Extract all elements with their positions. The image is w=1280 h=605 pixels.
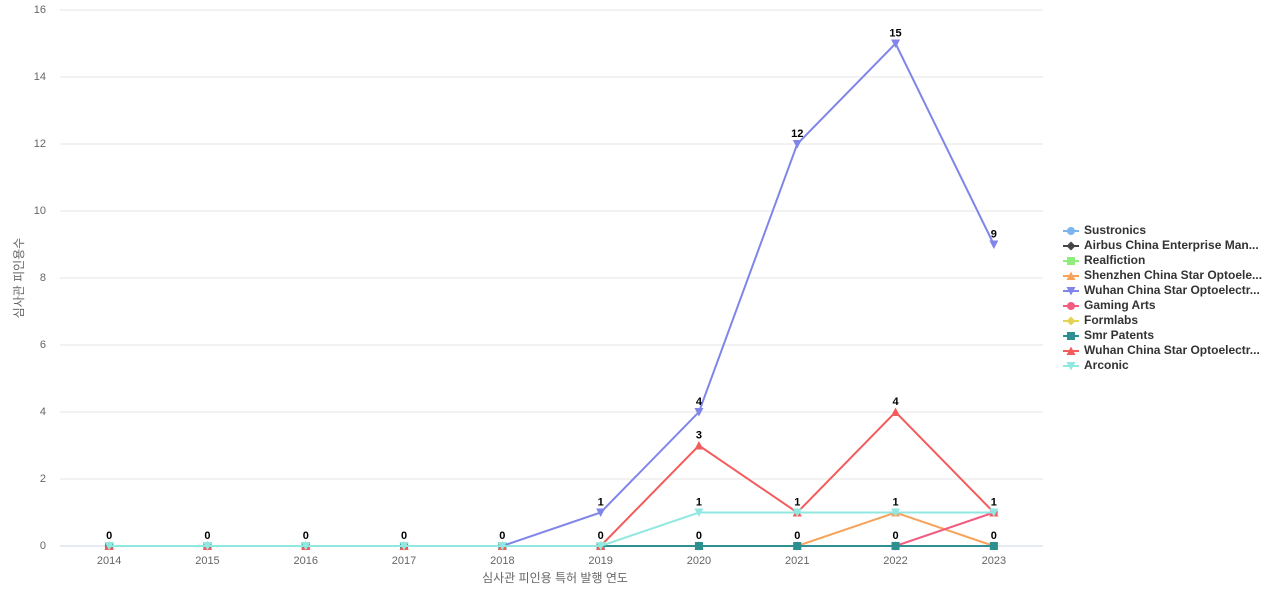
data-label: 1 <box>696 496 702 508</box>
data-label: 0 <box>598 530 604 542</box>
legend-label: Realfiction <box>1084 253 1145 267</box>
point <box>989 240 999 249</box>
point <box>891 39 901 48</box>
y-tick-label: 12 <box>34 138 46 150</box>
data-label: 0 <box>991 530 997 542</box>
point <box>891 542 900 550</box>
point <box>399 542 409 551</box>
legend-label: Sustronics <box>1084 223 1146 237</box>
y-tick-label: 6 <box>40 339 46 351</box>
x-tick-label: 2015 <box>195 555 219 567</box>
point <box>596 508 606 517</box>
x-tick-label: 2018 <box>490 555 514 567</box>
x-tick-label: 2021 <box>785 555 809 567</box>
x-tick-label: 2020 <box>687 555 711 567</box>
data-label: 15 <box>889 27 901 39</box>
legend-marker <box>1067 332 1075 340</box>
point <box>694 408 704 417</box>
point <box>202 542 212 551</box>
x-axis-title: 심사관 피인용 특허 발행 연도 <box>482 570 628 585</box>
point <box>989 542 998 550</box>
x-tick-label: 2016 <box>294 555 318 567</box>
point <box>989 508 999 517</box>
point <box>694 441 704 450</box>
data-label: 0 <box>204 530 210 542</box>
legend-label: Arconic <box>1084 358 1129 372</box>
legend-label: Wuhan China Star Optoelectr... <box>1084 283 1260 297</box>
x-tick-label: 2019 <box>588 555 612 567</box>
x-tick-label: 2022 <box>883 555 907 567</box>
data-label: 0 <box>794 530 800 542</box>
data-label: 0 <box>696 530 702 542</box>
y-tick-label: 16 <box>34 4 46 16</box>
x-tick-label: 2023 <box>982 555 1006 567</box>
data-label: 0 <box>303 530 309 542</box>
data-label: 1 <box>598 496 604 508</box>
data-label: 1 <box>794 496 800 508</box>
x-tick-label: 2017 <box>392 555 416 567</box>
y-tick-label: 14 <box>34 71 46 83</box>
legend-marker <box>1066 316 1076 326</box>
point <box>792 508 802 517</box>
data-label: 1 <box>991 496 997 508</box>
series-line <box>109 41 995 547</box>
data-label: 1 <box>892 496 898 508</box>
point <box>793 542 802 550</box>
x-tick-label: 2014 <box>97 555 121 567</box>
point <box>104 542 114 551</box>
data-label: 12 <box>791 128 803 140</box>
data-label: 0 <box>401 530 407 542</box>
data-label: 0 <box>106 530 112 542</box>
legend-marker <box>1066 287 1076 296</box>
legend-label: Wuhan China Star Optoelectr... <box>1084 343 1260 357</box>
data-label: 3 <box>696 429 702 441</box>
y-tick-label: 0 <box>40 540 46 552</box>
legend-marker <box>1067 257 1075 265</box>
y-tick-label: 10 <box>34 205 46 217</box>
series-line <box>109 511 994 547</box>
point <box>694 508 704 517</box>
legend-marker <box>1067 302 1075 310</box>
point <box>497 542 507 551</box>
data-label: 4 <box>892 396 899 408</box>
point <box>891 508 901 517</box>
legend-marker <box>1066 346 1076 355</box>
point <box>301 542 311 551</box>
y-tick-label: 4 <box>40 406 46 418</box>
data-label: 0 <box>499 530 505 542</box>
legend-label: Shenzhen China Star Optoele... <box>1084 268 1262 282</box>
point <box>792 140 802 149</box>
y-tick-label: 8 <box>40 272 46 284</box>
legend-label: Formlabs <box>1084 313 1138 327</box>
legend-marker <box>1067 227 1075 235</box>
point <box>596 542 606 551</box>
legend-label: Airbus China Enterprise Man... <box>1084 238 1259 252</box>
legend-marker <box>1066 241 1076 251</box>
point <box>891 407 901 416</box>
point <box>694 542 703 550</box>
data-label: 4 <box>696 396 703 408</box>
legend-label: Gaming Arts <box>1084 298 1156 312</box>
legend-label: Smr Patents <box>1084 328 1154 342</box>
data-label: 0 <box>892 530 898 542</box>
y-axis-title: 심사관 피인용수 <box>12 238 26 319</box>
y-tick-label: 2 <box>40 473 46 485</box>
legend-marker <box>1066 362 1076 371</box>
data-label: 9 <box>991 228 997 240</box>
legend-marker <box>1066 271 1076 280</box>
